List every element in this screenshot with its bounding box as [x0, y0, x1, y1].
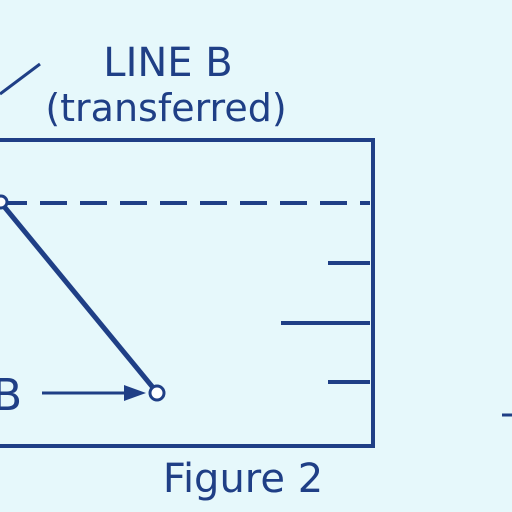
- box-outline: [0, 138, 375, 448]
- figure-caption: Figure 2: [163, 456, 323, 502]
- line-b-segment: [0, 202, 157, 392]
- line-b-sublabel: (transferred): [45, 86, 286, 130]
- pointer-arrow-head: [124, 385, 146, 401]
- line-b-start-point: [0, 194, 9, 210]
- line-b-end-point: [148, 384, 166, 402]
- line-b-label: LINE B: [103, 40, 232, 86]
- point-b-label: B: [0, 370, 22, 421]
- leader-line: [0, 62, 41, 96]
